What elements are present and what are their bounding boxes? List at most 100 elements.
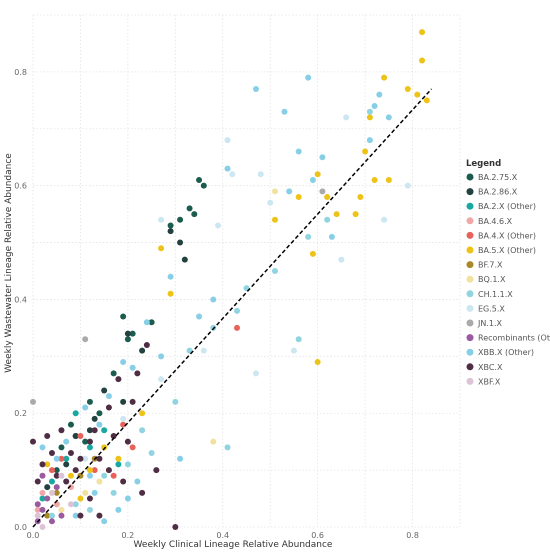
trendline-layer: [33, 89, 432, 527]
data-point: [310, 251, 316, 257]
data-point: [281, 109, 287, 115]
data-point: [372, 103, 378, 109]
x-axis-title: Weekly Clinical Lineage Relative Abundan…: [134, 540, 333, 550]
data-point: [49, 518, 55, 524]
x-tick-label: 0.8: [406, 531, 419, 540]
legend-item-label: BF.7.X: [478, 261, 503, 270]
data-point: [253, 86, 259, 92]
legend-item-label: BA.4.6.X: [478, 217, 513, 226]
data-point: [405, 86, 411, 92]
data-point: [125, 336, 131, 342]
legend-item-label: XBB.X (Other): [478, 348, 534, 357]
data-point: [111, 490, 117, 496]
data-point: [158, 376, 164, 382]
data-point: [234, 325, 240, 331]
data-point: [35, 501, 41, 507]
data-point: [367, 109, 373, 115]
data-point: [58, 507, 64, 513]
data-point: [272, 188, 278, 194]
data-point: [139, 490, 145, 496]
legend-item-label: Recombinants (Other): [478, 334, 550, 343]
data-point: [319, 188, 325, 194]
y-tick-label: 0.2: [14, 409, 27, 418]
data-point: [386, 177, 392, 183]
data-point: [153, 467, 159, 473]
data-point: [96, 410, 102, 416]
data-point: [125, 331, 131, 337]
data-point: [267, 200, 273, 206]
data-point: [381, 75, 387, 81]
y-tick-label: 0.8: [14, 68, 27, 77]
legend-item-label: JN.1.X: [477, 319, 503, 328]
data-point: [82, 336, 88, 342]
data-point: [77, 513, 83, 519]
legend-item-label: EG.5.X: [478, 304, 505, 313]
data-point: [172, 524, 178, 530]
data-point: [58, 513, 64, 519]
data-point: [210, 296, 216, 302]
data-point: [158, 245, 164, 251]
data-point: [58, 427, 64, 433]
data-point: [49, 450, 55, 456]
data-point: [54, 456, 60, 462]
data-point: [111, 370, 117, 376]
data-point: [424, 97, 430, 103]
legend-marker: [467, 363, 474, 370]
data-point: [82, 490, 88, 496]
data-point: [92, 490, 98, 496]
data-point: [120, 478, 126, 484]
data-point: [357, 194, 363, 200]
data-point: [210, 439, 216, 445]
data-point: [139, 427, 145, 433]
data-point: [201, 183, 207, 189]
data-point: [73, 410, 79, 416]
data-point: [172, 399, 178, 405]
data-point: [158, 353, 164, 359]
data-point: [419, 29, 425, 35]
legend-marker: [467, 174, 474, 181]
data-point: [77, 433, 83, 439]
data-point: [106, 467, 112, 473]
data-point: [134, 370, 140, 376]
data-point: [310, 177, 316, 183]
series-group: [54, 177, 207, 473]
data-points: [30, 29, 430, 530]
data-point: [125, 496, 131, 502]
data-point: [115, 507, 121, 513]
data-point: [101, 387, 107, 393]
legend-item-label: CH.1.1.X: [478, 290, 513, 299]
data-point: [30, 399, 36, 405]
data-point: [229, 171, 235, 177]
data-point: [68, 450, 74, 456]
data-point: [168, 228, 174, 234]
data-point: [101, 473, 107, 479]
data-point: [120, 416, 126, 422]
y-tick-label: 0.6: [14, 182, 27, 191]
legend-items: BA.2.75.XBA.2.86.XBA.2.X (Other)BA.4.6.X…: [467, 173, 550, 386]
data-point: [125, 461, 131, 467]
data-point: [58, 444, 64, 450]
data-point: [96, 456, 102, 462]
data-point: [258, 171, 264, 177]
data-point: [372, 177, 378, 183]
data-point: [39, 473, 45, 479]
data-point: [39, 524, 45, 530]
legend-marker: [467, 261, 474, 268]
legend-marker: [467, 188, 474, 195]
legend-item-label: BA.2.86.X: [478, 188, 518, 197]
data-point: [111, 473, 117, 479]
legend-marker: [467, 276, 474, 283]
data-point: [367, 114, 373, 120]
data-point: [115, 456, 121, 462]
data-point: [125, 439, 131, 445]
data-point: [96, 478, 102, 484]
data-point: [87, 439, 93, 445]
data-point: [296, 194, 302, 200]
legend-title: Legend: [466, 159, 501, 169]
x-tick-label: 0.6: [311, 531, 324, 540]
data-point: [115, 461, 121, 467]
data-point: [87, 496, 93, 502]
data-point: [296, 336, 302, 342]
data-point: [106, 405, 112, 411]
